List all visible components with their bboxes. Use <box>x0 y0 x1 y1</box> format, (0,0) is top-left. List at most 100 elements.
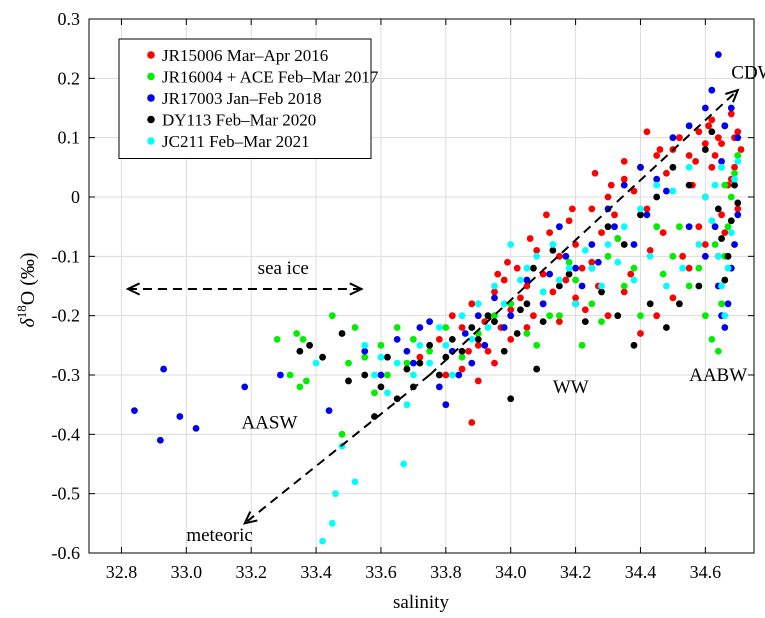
data-point <box>620 241 628 248</box>
data-point <box>711 181 719 189</box>
data-point <box>630 276 638 284</box>
data-point <box>517 306 524 314</box>
data-point <box>588 258 596 266</box>
x-tick-label: 32.8 <box>106 562 138 582</box>
data-point <box>685 122 693 130</box>
data-point <box>721 122 729 130</box>
data-point <box>474 341 482 349</box>
data-point <box>377 371 385 379</box>
y-tick-label: -0.2 <box>52 306 81 326</box>
data-point <box>594 258 602 266</box>
data-point <box>523 264 531 272</box>
data-point <box>620 282 628 290</box>
data-point <box>611 211 618 219</box>
data-point <box>708 163 716 171</box>
data-point <box>578 264 586 272</box>
data-point <box>701 252 709 260</box>
data-point <box>416 341 424 349</box>
data-point <box>474 300 482 308</box>
y-axis-label-rest: O (‰) <box>17 252 39 305</box>
legend-marker <box>147 137 155 145</box>
y-axis-ticks: -0.6 -0.5 -0.4 -0.3 -0.2 -0.1 0 0.1 0.2 0.3 <box>52 9 754 563</box>
arrow-head <box>349 282 364 296</box>
data-point <box>426 359 434 367</box>
data-point <box>555 276 563 284</box>
data-point <box>588 300 596 308</box>
data-point <box>604 193 612 201</box>
data-point <box>731 163 738 171</box>
data-point <box>718 235 725 242</box>
data-points <box>131 51 745 545</box>
data-point <box>701 241 709 248</box>
data-point <box>568 205 576 213</box>
data-point <box>637 205 644 213</box>
dashed-arrow <box>244 374 431 525</box>
data-point <box>614 235 622 242</box>
data-point <box>588 241 596 248</box>
y-tick-label: -0.4 <box>52 424 81 444</box>
data-point <box>513 264 521 272</box>
data-point <box>620 181 628 189</box>
data-point <box>160 365 168 373</box>
data-point <box>731 169 738 177</box>
data-point <box>646 247 654 254</box>
data-point <box>724 252 732 260</box>
data-point <box>663 187 670 195</box>
data-point <box>669 134 677 142</box>
data-point <box>598 288 605 296</box>
data-point <box>533 341 541 349</box>
data-point <box>555 318 563 325</box>
data-point <box>435 336 443 343</box>
data-point <box>734 199 742 207</box>
data-point <box>156 436 164 444</box>
data-point <box>669 294 677 302</box>
data-point <box>435 371 443 379</box>
data-point <box>714 205 722 213</box>
data-point <box>646 300 654 308</box>
annotation-label: AASW <box>241 412 297 433</box>
data-point <box>685 163 693 171</box>
data-point <box>620 288 628 296</box>
data-point <box>426 318 434 325</box>
data-point <box>562 252 570 260</box>
legend-entry: JR15006 Mar–Apr 2016 <box>162 46 328 65</box>
legend-marker <box>147 51 155 59</box>
data-point <box>409 371 417 379</box>
data-point <box>731 241 738 248</box>
data-point <box>578 282 586 290</box>
data-point <box>448 336 456 343</box>
data-point <box>611 223 618 231</box>
data-point <box>695 128 703 136</box>
data-point <box>504 258 511 266</box>
data-point <box>614 258 622 266</box>
data-point <box>565 270 573 278</box>
data-point <box>533 365 541 373</box>
data-point <box>393 336 401 343</box>
x-tick-label: 33.2 <box>235 562 267 582</box>
data-point <box>523 276 531 284</box>
data-point <box>276 371 284 379</box>
y-tick-label: -0.1 <box>52 246 81 266</box>
data-point <box>416 324 424 331</box>
data-point <box>403 359 411 367</box>
data-point <box>721 229 729 237</box>
data-point <box>458 353 466 361</box>
data-point <box>517 276 524 284</box>
annotation-arrows <box>125 88 740 525</box>
legend-marker <box>147 115 155 124</box>
data-point <box>708 116 716 124</box>
data-point <box>458 324 466 331</box>
data-point <box>377 383 385 391</box>
data-point <box>377 341 385 349</box>
x-tick-label: 33.6 <box>365 562 397 582</box>
data-point <box>468 419 476 426</box>
data-point <box>656 146 664 153</box>
data-point <box>393 359 401 367</box>
data-point <box>714 347 722 355</box>
data-point <box>614 312 622 320</box>
data-point <box>293 330 301 337</box>
data-point <box>727 104 735 112</box>
data-point <box>721 181 729 189</box>
data-point <box>507 395 515 403</box>
data-point <box>426 347 434 355</box>
